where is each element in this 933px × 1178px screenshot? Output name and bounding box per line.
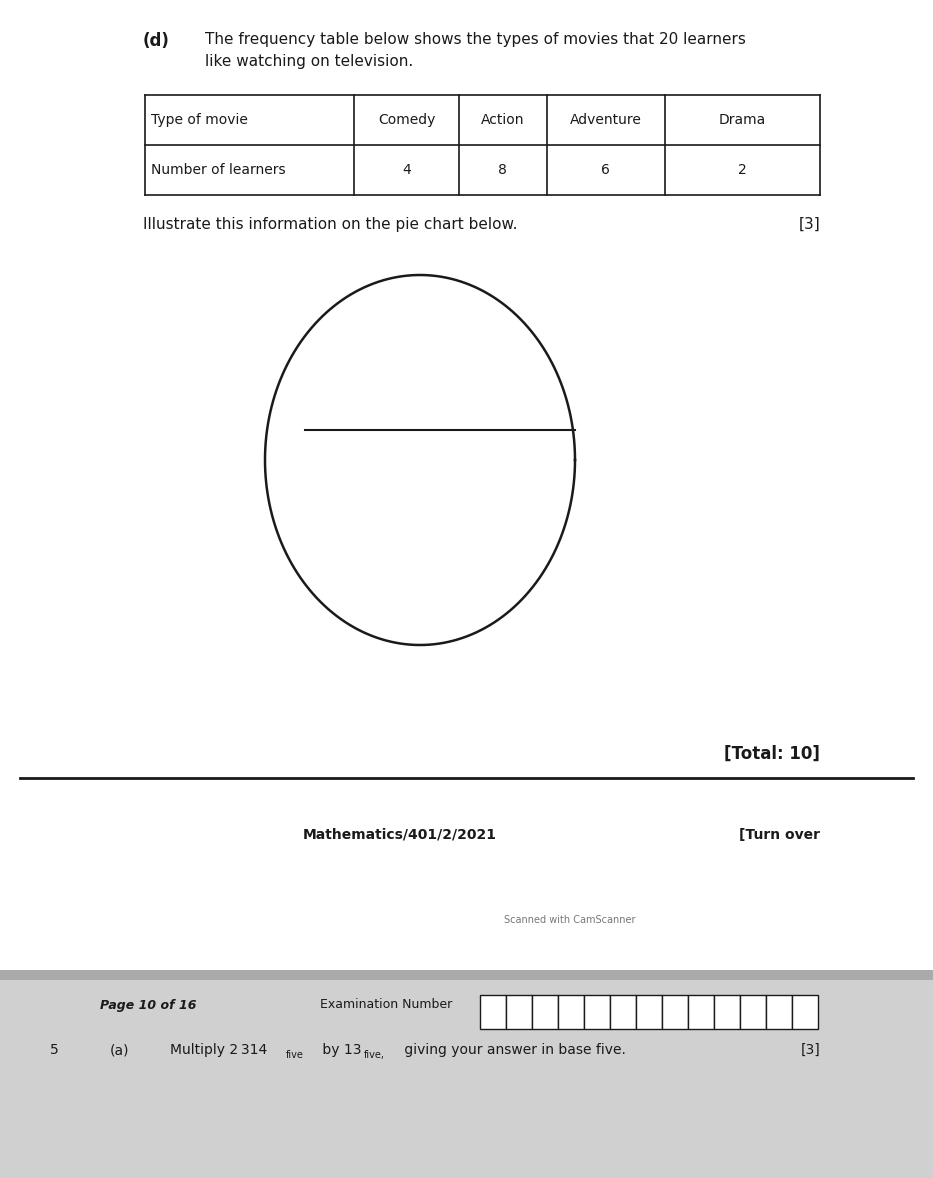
Text: by 13: by 13 [318,1043,361,1057]
Text: The frequency table below shows the types of movies that 20 learners: The frequency table below shows the type… [205,32,745,47]
Text: Examination Number: Examination Number [320,999,453,1012]
Text: Scanned with CamScanner: Scanned with CamScanner [504,915,635,925]
Bar [714,995,740,1030]
Bar [792,995,818,1030]
Text: like watching on television.: like watching on television. [205,54,413,70]
Text: [3]: [3] [801,1043,820,1057]
Text: Multiply 2 314: Multiply 2 314 [170,1043,267,1057]
Text: [3]: [3] [799,217,820,232]
Text: (d): (d) [143,32,170,49]
Text: [Turn over: [Turn over [739,828,820,842]
Bar [610,995,636,1030]
Text: giving your answer in base five.: giving your answer in base five. [400,1043,626,1057]
Bar [740,995,766,1030]
Text: 4: 4 [402,163,411,177]
Bar [584,995,610,1030]
Bar [662,995,688,1030]
Text: (a): (a) [110,1043,130,1057]
Bar [532,995,558,1030]
Text: Adventure: Adventure [570,113,642,127]
Text: Mathematics/401/2/2021: Mathematics/401/2/2021 [303,828,497,842]
Bar [766,995,792,1030]
Text: Illustrate this information on the pie chart below.: Illustrate this information on the pie c… [143,217,518,232]
Bar [636,995,662,1030]
Text: 8: 8 [498,163,508,177]
Bar [688,995,714,1030]
Bar [506,995,532,1030]
Text: five: five [286,1050,304,1060]
Bar [480,995,506,1030]
Text: Number of learners: Number of learners [151,163,285,177]
Text: Comedy: Comedy [378,113,436,127]
Bar [0,980,933,1178]
Bar [0,969,933,980]
Bar [558,995,584,1030]
Text: [Total: 10]: [Total: 10] [724,744,820,763]
Text: 6: 6 [601,163,610,177]
Text: Type of movie: Type of movie [151,113,248,127]
Text: Action: Action [481,113,524,127]
Text: five,: five, [364,1050,385,1060]
Text: 5: 5 [50,1043,59,1057]
Text: Drama: Drama [718,113,766,127]
Text: Page 10 of 16: Page 10 of 16 [100,999,197,1012]
Text: 2: 2 [738,163,746,177]
